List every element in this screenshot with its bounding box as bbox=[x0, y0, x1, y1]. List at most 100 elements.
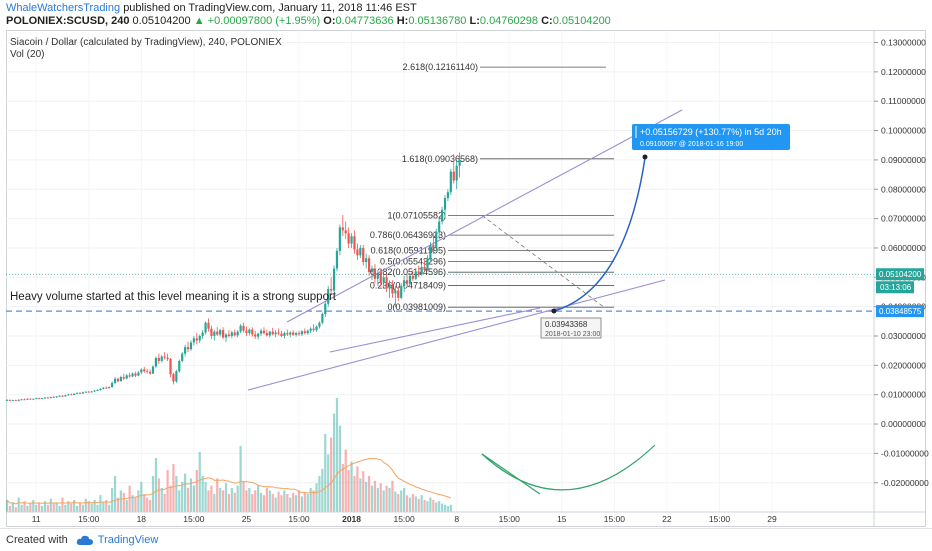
fib-level-label: 0.236(0.04718409) bbox=[370, 281, 446, 291]
volume-bar bbox=[32, 500, 35, 512]
volume-bar bbox=[356, 466, 359, 512]
last-price: 0.05104200 bbox=[132, 15, 191, 27]
candle-body bbox=[35, 398, 38, 400]
volume-bar bbox=[75, 506, 79, 512]
candle-body bbox=[224, 334, 228, 338]
measure-box bbox=[632, 124, 790, 150]
x-tick-label: 15:00 bbox=[183, 514, 205, 524]
volume-bar bbox=[52, 503, 55, 512]
volume-bar bbox=[443, 504, 447, 512]
y-tick-label: 0.12000000 bbox=[881, 67, 926, 77]
volume-bar bbox=[254, 490, 257, 512]
volume-bar bbox=[420, 495, 423, 512]
volume-bar bbox=[204, 482, 207, 512]
author-link[interactable]: WhaleWatchersTrading bbox=[6, 2, 121, 14]
volume-bar bbox=[213, 494, 216, 512]
fib-level-label: 1.618(0.09036568) bbox=[402, 154, 478, 164]
volume-bar bbox=[160, 488, 163, 512]
candle-body bbox=[216, 331, 219, 335]
y-tick-label: 0.07000000 bbox=[881, 214, 926, 224]
volume-bar bbox=[96, 504, 99, 512]
x-tick-label: 2018 bbox=[342, 514, 361, 524]
candle-body bbox=[443, 198, 447, 210]
volume-bar bbox=[131, 495, 134, 512]
candle-body bbox=[274, 332, 277, 335]
tradingview-logo[interactable]: TradingView bbox=[76, 534, 158, 546]
y-tick-label: -0.01000000 bbox=[881, 448, 929, 458]
volume-bar bbox=[134, 497, 137, 512]
volume-bar bbox=[90, 503, 93, 512]
candle-body bbox=[420, 267, 423, 275]
candle-body bbox=[78, 392, 82, 394]
volume-bar bbox=[379, 483, 382, 512]
candle-body bbox=[198, 336, 201, 341]
volume-bar bbox=[300, 496, 304, 512]
candle-body bbox=[262, 330, 266, 334]
volume-bar bbox=[330, 437, 333, 512]
candle-body bbox=[140, 369, 143, 373]
arc-start-point bbox=[551, 308, 557, 314]
volume-bar bbox=[224, 483, 228, 512]
candle-body bbox=[119, 377, 122, 382]
x-tick-label: 8 bbox=[454, 514, 459, 524]
volume-bar bbox=[116, 497, 120, 512]
candle-body bbox=[321, 313, 324, 323]
candle-body bbox=[458, 159, 461, 166]
volume-bar bbox=[405, 495, 409, 512]
volume-bar bbox=[8, 506, 12, 512]
volume-bar bbox=[172, 464, 175, 512]
y-tick-label: 0.08000000 bbox=[881, 184, 926, 194]
volume-bar bbox=[105, 500, 108, 512]
volume-bar bbox=[78, 502, 82, 512]
candle-body bbox=[324, 303, 327, 314]
volume-bar bbox=[198, 452, 201, 512]
candle-body bbox=[367, 258, 371, 273]
candle-body bbox=[251, 329, 254, 335]
candle-body bbox=[160, 356, 163, 361]
volume-bars bbox=[5, 398, 452, 512]
candle-body bbox=[268, 331, 271, 336]
volume-bar bbox=[347, 470, 350, 512]
volume-bar bbox=[84, 498, 87, 512]
volume-bar bbox=[67, 501, 70, 512]
volume-bar bbox=[236, 485, 239, 512]
volume-bar bbox=[414, 496, 417, 512]
candle-body bbox=[105, 387, 108, 389]
volume-bar bbox=[38, 502, 41, 512]
candle-body bbox=[221, 330, 225, 338]
candle-body bbox=[426, 258, 429, 270]
volume-bar bbox=[210, 485, 213, 512]
drawings-back: 2.618(0.12161140) 1.618(0.09036568) 1(0.07… bbox=[6, 62, 874, 495]
volume-arc bbox=[481, 444, 656, 491]
candle-body bbox=[207, 322, 210, 329]
volume-bar bbox=[289, 497, 292, 512]
candle-body bbox=[26, 398, 29, 400]
candle-body bbox=[172, 374, 175, 382]
high-value: 0.05136780 bbox=[408, 15, 467, 27]
volume-bar bbox=[271, 494, 274, 512]
candle-body bbox=[189, 342, 193, 350]
volume-bar bbox=[423, 500, 426, 512]
candle-body bbox=[154, 358, 158, 367]
candle-body bbox=[46, 397, 49, 399]
candle-body bbox=[230, 332, 233, 336]
candle-body bbox=[178, 360, 181, 372]
chart-frame[interactable] bbox=[6, 30, 926, 527]
volume-bar bbox=[102, 502, 105, 512]
candle-body bbox=[271, 331, 274, 335]
volume-bar bbox=[192, 485, 195, 512]
candle-body bbox=[210, 328, 213, 336]
candle-body bbox=[306, 330, 309, 334]
volume-bar bbox=[248, 488, 251, 512]
fib-level-label: 0.382(0.05174596) bbox=[370, 267, 446, 277]
volume-bar bbox=[227, 494, 231, 512]
volume-bar bbox=[429, 497, 432, 512]
low-date-label: 2018-01-10 23:00 bbox=[545, 331, 600, 338]
candle-body bbox=[435, 231, 438, 248]
candle-body bbox=[29, 398, 32, 400]
candle-body bbox=[113, 378, 117, 383]
candle-body bbox=[64, 395, 67, 397]
candle-body bbox=[414, 271, 417, 279]
volume-bar bbox=[43, 501, 47, 512]
